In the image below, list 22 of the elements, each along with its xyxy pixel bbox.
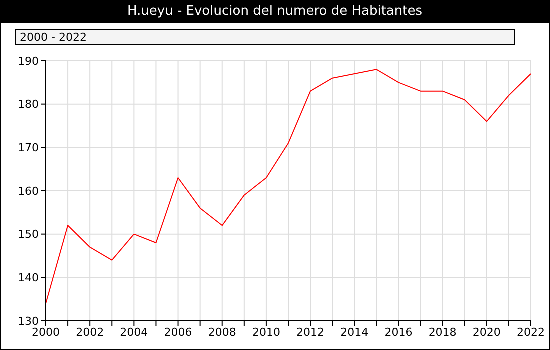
x-tick-label: 2018	[428, 326, 457, 339]
y-tick-label: 150	[18, 228, 39, 242]
y-tick-label: 130	[18, 314, 39, 328]
x-tick-label: 2012	[296, 326, 325, 339]
y-tick-label: 180	[18, 98, 39, 112]
x-tick-label: 2022	[517, 326, 545, 339]
x-tick-label: 2014	[340, 326, 369, 339]
y-tick-label: 170	[18, 142, 39, 155]
x-tick-label: 2020	[472, 326, 501, 339]
y-tick-label: 190	[18, 54, 39, 68]
x-tick-label: 2004	[120, 326, 148, 339]
x-tick-label: 2008	[208, 326, 236, 339]
x-tick-label: 2000	[32, 326, 60, 339]
x-tick-label: 2016	[384, 326, 413, 339]
y-tick-label: 140	[18, 272, 39, 285]
x-tick-label: 2006	[164, 326, 192, 339]
x-tick-label: 2010	[252, 326, 280, 339]
chart-title: H.ueyu - Evolucion del numero de Habitantes	[1, 1, 549, 23]
chart-subtitle: 2000 - 2022	[15, 29, 515, 45]
y-tick-label: 160	[18, 184, 39, 198]
x-tick-label: 2002	[76, 326, 104, 339]
line-series	[46, 69, 531, 304]
